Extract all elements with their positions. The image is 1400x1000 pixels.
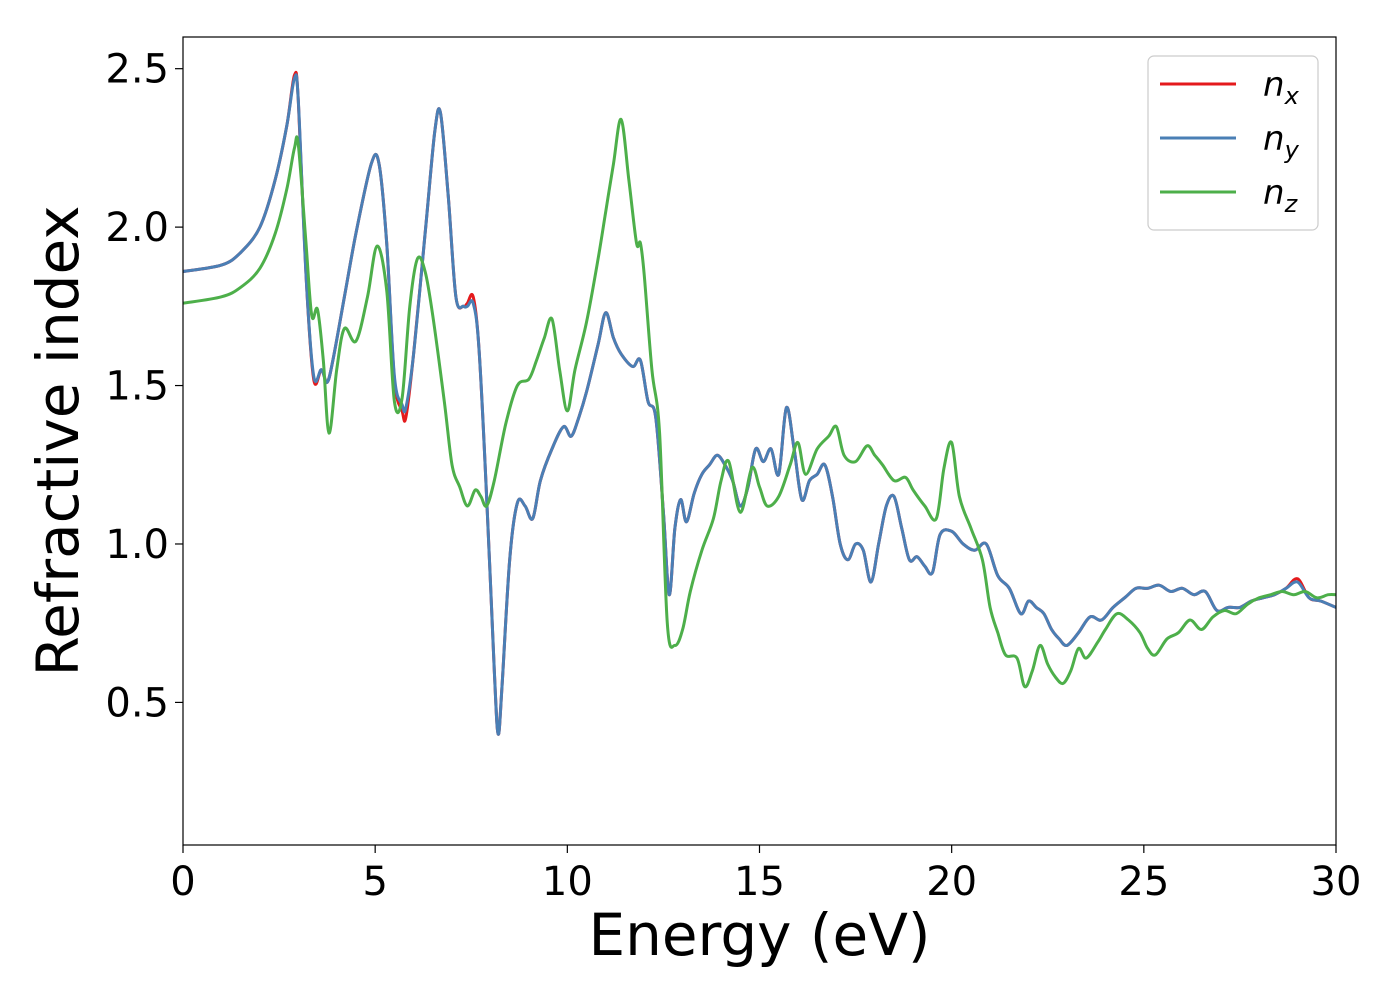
legend-box: [1147, 55, 1319, 231]
y-tick-label: 2.0: [105, 205, 169, 251]
x-tick-label: 10: [542, 859, 593, 905]
y-tick-label: 0.5: [105, 680, 169, 726]
legend-label-y: ny: [1263, 119, 1300, 164]
x-tick-label: 25: [1118, 859, 1169, 905]
y-axis-ticks: 0.5 1.0 1.5 2.0 2.5: [105, 47, 183, 726]
plot-lines: [183, 70, 1336, 736]
x-axis-ticks: 0 5 10 15 20 25 30: [170, 845, 1361, 905]
y-tick-label: 1.0: [105, 522, 169, 568]
x-tick-label: 20: [926, 859, 977, 905]
x-tick-label: 30: [1311, 859, 1362, 905]
y-tick-label: 1.5: [105, 364, 169, 410]
series-line-y: [183, 73, 1336, 736]
y-tick-label: 2.5: [105, 47, 169, 93]
x-tick-label: 0: [170, 859, 195, 905]
x-tick-label: 5: [362, 859, 387, 905]
y-axis-title: Refractive index: [24, 205, 92, 676]
legend-label-x: nx: [1263, 65, 1300, 110]
series-line-z: [183, 117, 1336, 689]
x-tick-label: 15: [734, 859, 785, 905]
x-axis-title: Energy (eV): [588, 901, 930, 969]
